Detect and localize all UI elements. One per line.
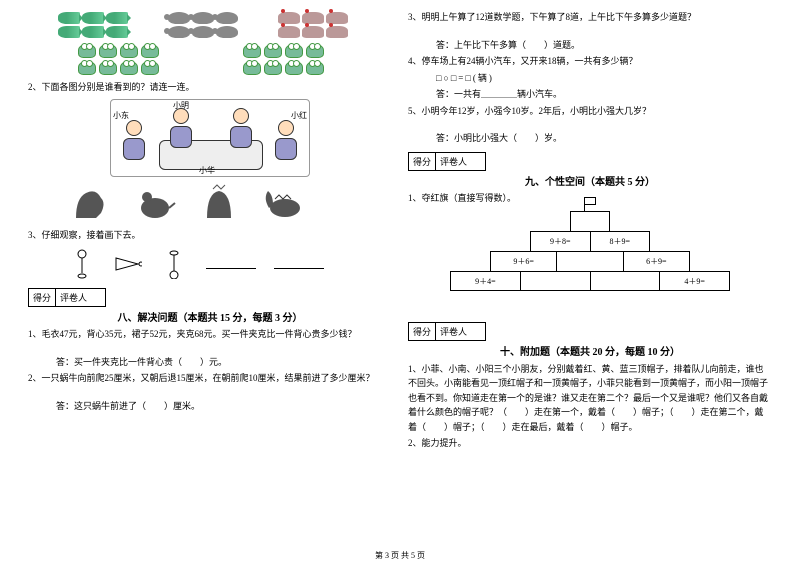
score-box-9: 得分 评卷人 (408, 152, 486, 171)
score-label-10: 得分 (409, 323, 436, 340)
q8-1: 1、毛衣47元，背心35元，裙子52元，夹克68元。买一件夹克比一件背心贵多少钱… (28, 328, 392, 342)
label-xiaoming: 小明 (173, 100, 189, 111)
score-box-8: 得分 评卷人 (28, 288, 106, 307)
label-xiaodong: 小东 (113, 110, 129, 121)
dino-3 (196, 183, 242, 223)
section10-title: 十、附加题（本题共 20 分，每题 10 分） (408, 343, 772, 358)
grader-label-10: 评卷人 (436, 323, 471, 340)
q10-2: 2、能力提升。 (408, 437, 772, 451)
dino-2 (132, 183, 178, 223)
score-label-9: 得分 (409, 153, 436, 170)
q8-1-ans: 答：买一件夹克比一件背心贵（ ）元。 (28, 356, 392, 370)
fish-group (58, 12, 138, 38)
pyr-r2c1: 9＋8= (531, 232, 591, 251)
score-box-10: 得分 评卷人 (408, 322, 486, 341)
frog-group-1 (78, 44, 173, 75)
grader-label-9: 评卷人 (436, 153, 471, 170)
q8-4-ans: 答：一共有＿＿＿＿辆小汽车。 (408, 88, 772, 102)
grader-label: 评卷人 (56, 289, 91, 306)
pyr-r3c1: 9＋6= (491, 252, 557, 271)
label-xiaohua: 小华 (199, 165, 215, 176)
pyr-r3c3: 6＋9= (624, 252, 689, 271)
blank-2 (274, 259, 324, 269)
section9-title: 九、个性空间（本题共 5 分） (408, 173, 772, 188)
q8-3: 3、明明上午算了12道数学题，下午算了8道，上午比下午多算多少道题？ (408, 11, 772, 25)
q8-4: 4、停车场上有24辆小汽车，又开来18辆，一共有多少辆？ (408, 55, 772, 69)
kids-table-image: 小东 小明 小华 小红 (110, 99, 310, 177)
pyr-r3c2 (557, 252, 623, 271)
dino-4 (260, 183, 306, 223)
pyr-top (571, 212, 609, 231)
q3-text: 3、仔细观察，接着画下去。 (28, 229, 392, 243)
pyr-r2c2: 8＋9= (591, 232, 650, 251)
shape-2 (114, 246, 142, 282)
right-column: 3、明明上午算了12道数学题，下午算了8道，上午比下午多算多少道题？ 答：上午比… (400, 8, 780, 557)
shape-1 (68, 246, 96, 282)
duck-group (168, 12, 248, 38)
dino-1 (68, 183, 114, 223)
pyr-r4c2 (521, 272, 591, 290)
pyr-r4c3 (591, 272, 661, 290)
q10-1: 1、小菲、小南、小阳三个小朋友，分别戴着红、黄、蓝三顶帽子，排着队儿向前走，谁也… (408, 362, 772, 434)
pyr-r4c4: 4＋9= (660, 272, 729, 290)
blank-1 (206, 259, 256, 269)
page-footer: 第 3 页 共 5 页 (0, 550, 800, 561)
q8-3-ans: 答：上午比下午多算（ ）道题。 (408, 39, 772, 53)
pyramid-chart: 9＋8= 8＋9= 9＋6= 6＋9= 9＋4= 4＋9= (430, 211, 750, 316)
pyr-r4c1: 9＋4= (451, 272, 521, 290)
section8-title: 八、解决问题（本题共 15 分，每题 3 分） (28, 309, 392, 324)
q8-2: 2、一只蜗牛向前爬25厘米，又朝后退15厘米，在朝前爬10厘米，结果前进了多少厘… (28, 372, 392, 386)
dino-row (68, 183, 392, 223)
score-label: 得分 (29, 289, 56, 306)
q8-5-ans: 答：小明比小强大（ ）岁。 (408, 132, 772, 146)
q8-4-eq: □○□=□(辆) (408, 72, 772, 86)
shape-3 (160, 246, 188, 282)
animals-row (58, 12, 392, 38)
q8-2-ans: 答：这只蜗牛前进了（ ）厘米。 (28, 400, 392, 414)
label-xiaohong: 小红 (291, 110, 307, 121)
left-column: 2、下面各图分别是谁看到的？请连一连。 小东 小明 小华 小红 3、仔细观察，接… (20, 8, 400, 557)
frogs-row (78, 44, 392, 75)
q2-text: 2、下面各图分别是谁看到的？请连一连。 (28, 81, 392, 95)
frog-group-2 (243, 44, 338, 75)
shapes-row (68, 246, 392, 282)
chicken-group (278, 12, 358, 38)
q8-5: 5、小明今年12岁，小强今10岁。2年后，小明比小强大几岁？ (408, 105, 772, 119)
